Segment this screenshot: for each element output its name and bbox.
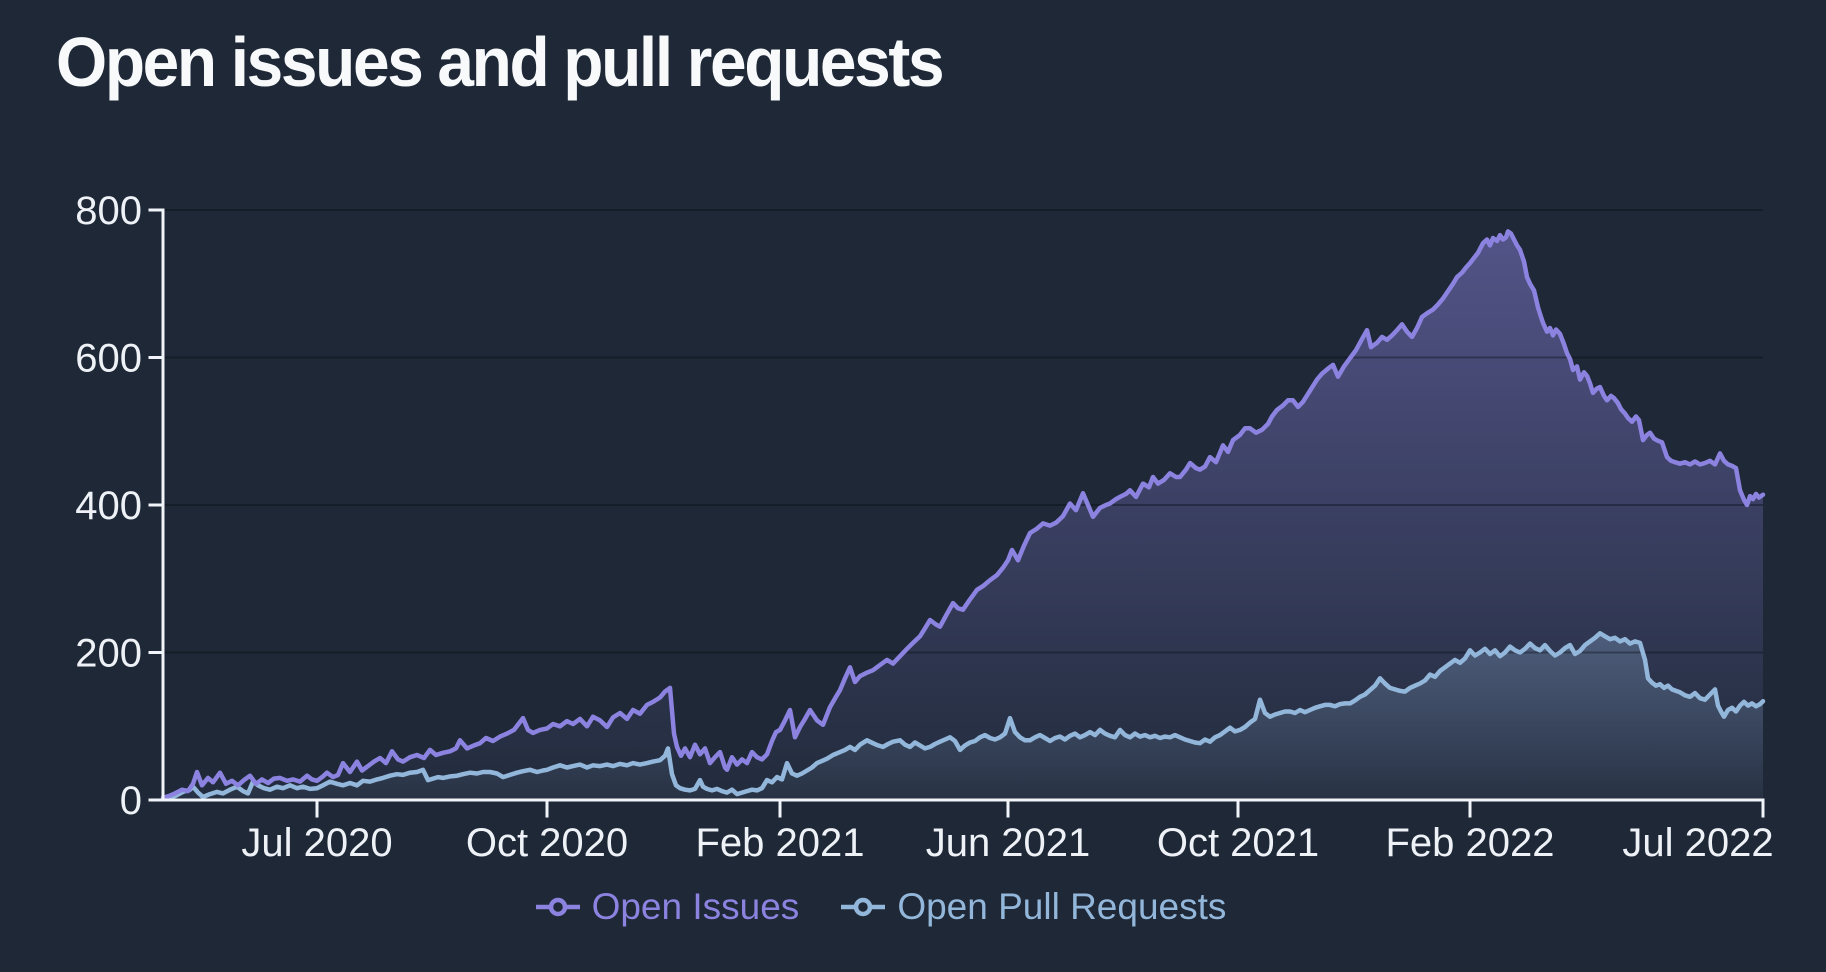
page-title: Open issues and pull requests (56, 23, 945, 101)
legend-item-open-issues[interactable]: Open Issues (534, 886, 800, 928)
legend-label-open-pull-requests: Open Pull Requests (897, 886, 1227, 927)
x-tick-label-oct-2020: Oct 2020 (466, 821, 628, 865)
y-tick-label-800: 800 (75, 189, 142, 233)
x-tick-label-jul-2020: Jul 2020 (241, 821, 392, 865)
legend-item-open-pull-requests[interactable]: Open Pull Requests (839, 886, 1226, 928)
open-issues-marker-icon (535, 897, 580, 917)
line-open-issues (160, 229, 1766, 801)
area-open-pull-requests (163, 633, 1763, 800)
x-tick-label-feb-2021: Feb 2021 (695, 821, 864, 865)
y-tick-label-600: 600 (75, 337, 142, 381)
x-tick-label-oct-2021: Oct 2021 (1157, 821, 1319, 865)
axes (148, 208, 1765, 818)
chart-legend: Open Issues Open Pull Requests (0, 886, 1760, 928)
y-tick-label-200: 200 (75, 632, 142, 676)
y-tick-label-0: 0 (120, 779, 142, 823)
area-open-issues (163, 231, 1763, 800)
legend-label-open-issues: Open Issues (591, 886, 800, 927)
open-pull-requests-marker-icon (841, 897, 886, 917)
y-tick-label-400: 400 (75, 484, 142, 528)
line-open-pull-requests (160, 631, 1766, 802)
x-tick-label-jun-2021: Jun 2021 (926, 821, 1091, 865)
x-tick-label-jul-2022: Jul 2022 (1622, 821, 1773, 865)
x-tick-label-feb-2022: Feb 2022 (1385, 821, 1554, 865)
